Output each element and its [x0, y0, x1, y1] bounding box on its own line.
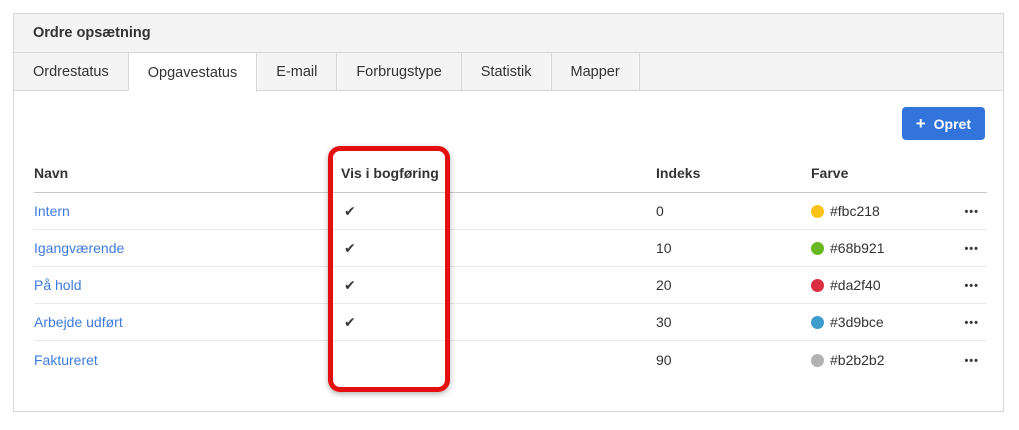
tab-forbrugstype[interactable]: Forbrugstype: [337, 53, 462, 91]
table-row: Arbejde udført ✔ 30 #3d9bce •••: [34, 304, 987, 341]
panel-header: Ordre opsætning: [14, 14, 1003, 53]
column-header-vis-i-bogforing: Vis i bogføring: [341, 164, 439, 181]
create-button-label: Opret: [933, 115, 971, 132]
row-index-value: 90: [656, 351, 672, 368]
color-swatch: [811, 205, 824, 218]
row-index-value: 30: [656, 314, 672, 330]
color-swatch: [811, 316, 824, 329]
row-name-link[interactable]: Intern: [34, 203, 70, 219]
row-menu-button[interactable]: •••: [960, 316, 983, 331]
color-hex-value: #fbc218: [830, 203, 880, 219]
row-name-link[interactable]: På hold: [34, 277, 82, 293]
row-name-link[interactable]: Faktureret: [34, 351, 98, 368]
create-button[interactable]: + Opret: [901, 107, 985, 140]
row-name-link[interactable]: Igangværende: [34, 240, 125, 256]
row-index-value: 10: [656, 240, 672, 256]
table-row: Faktureret 90 #b2b2b2 •••: [34, 341, 987, 378]
order-setup-panel: Ordre opsætning Ordrestatus Opgavestatus…: [13, 13, 1004, 412]
checkmark-icon: ✔: [344, 239, 356, 256]
row-menu-button[interactable]: •••: [960, 279, 983, 294]
checkmark-icon: ✔: [344, 276, 356, 293]
tab-email[interactable]: E-mail: [257, 53, 338, 91]
row-index-value: 0: [656, 203, 664, 219]
color-hex-value: #b2b2b2: [830, 351, 885, 368]
checkmark-icon: ✔: [344, 202, 356, 219]
color-swatch: [811, 353, 824, 367]
tab-ordrestatus[interactable]: Ordrestatus: [14, 53, 129, 91]
row-index-value: 20: [656, 277, 672, 293]
row-name-link[interactable]: Arbejde udført: [34, 314, 123, 330]
table-row: Intern ✔ 0 #fbc218 •••: [34, 193, 987, 230]
table-row: På hold ✔ 20 #da2f40 •••: [34, 267, 987, 304]
status-table: Navn Vis i bogføring Indeks Farve Intern…: [34, 153, 987, 378]
checkmark-icon: ✔: [344, 313, 356, 330]
plus-icon: +: [915, 113, 926, 133]
column-header-navn: Navn: [34, 164, 69, 181]
column-header-farve: Farve: [811, 164, 849, 181]
page-title: Ordre opsætning: [33, 25, 151, 41]
color-hex-value: #da2f40: [830, 277, 881, 293]
color-swatch: [811, 279, 824, 292]
column-header-indeks: Indeks: [656, 164, 701, 181]
tab-bar: Ordrestatus Opgavestatus E-mail Forbrugs…: [14, 53, 1003, 92]
tab-statistik[interactable]: Statistik: [462, 53, 552, 91]
tab-opgavestatus[interactable]: Opgavestatus: [128, 53, 258, 92]
table-header-row: Navn Vis i bogføring Indeks Farve: [34, 153, 987, 193]
toolbar: + Opret: [14, 91, 1003, 140]
row-menu-button[interactable]: •••: [960, 354, 983, 369]
color-hex-value: #68b921: [830, 240, 885, 256]
color-swatch: [811, 242, 824, 255]
tab-content: + Opret Navn Vis i bogføring Indeks Farv…: [14, 91, 1003, 412]
color-hex-value: #3d9bce: [830, 314, 884, 330]
table-row: Igangværende ✔ 10 #68b921 •••: [34, 230, 987, 267]
row-menu-button[interactable]: •••: [960, 205, 983, 220]
row-menu-button[interactable]: •••: [960, 242, 983, 257]
tab-mapper[interactable]: Mapper: [552, 53, 640, 91]
